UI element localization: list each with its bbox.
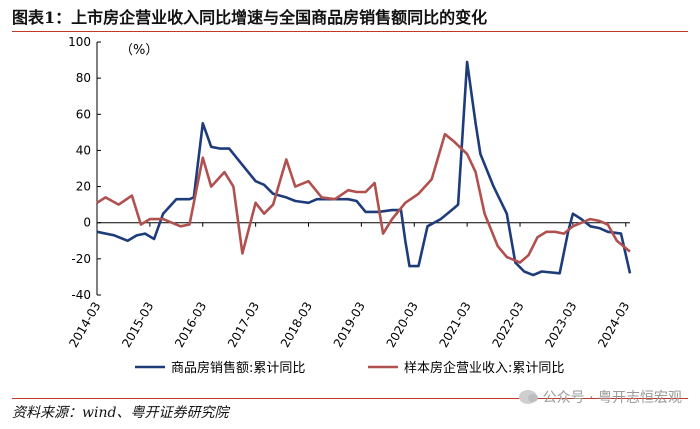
y-tick-label: 100 <box>68 35 91 49</box>
x-tick-label: 2021-03 <box>437 300 474 350</box>
y-tick-label: 20 <box>76 180 91 194</box>
series-line-1 <box>96 60 632 277</box>
chart-title: 图表1：上市房企营业收入同比增速与全国商品房销售额同比的变化 <box>12 8 488 27</box>
x-tick-label: 2017-03 <box>225 300 262 350</box>
chart-axes: -40 -20 0 20 40 60 80 100 2014-03 2015-03 2016-03 2… <box>66 35 632 350</box>
footer-rule <box>12 398 688 399</box>
y-tick-label: 60 <box>76 107 91 121</box>
x-tick-label: 2015-03 <box>119 300 156 350</box>
watermark-text: 公众号 · 粤开志恒宏观 <box>542 390 682 406</box>
series-lines <box>96 60 632 277</box>
y-tick-label: 0 <box>83 216 91 230</box>
x-tick-label: 2019-03 <box>331 300 368 350</box>
chart-legend: 商品房销售额:累计同比 样本房企营业收入:累计同比 <box>135 360 564 376</box>
legend-label-2: 样本房企营业收入:累计同比 <box>404 360 564 376</box>
source-note: 资料来源：wind、粤开证券研究院 <box>12 405 229 421</box>
x-tick-label: 2023-03 <box>542 300 579 350</box>
y-tick-label: 40 <box>76 143 91 157</box>
legend-label-1: 商品房销售额:累计同比 <box>171 360 305 376</box>
x-tick-label: 2022-03 <box>489 300 526 350</box>
line-chart: -40 -20 0 20 40 60 80 100 2014-03 2015-03 2016-03 2… <box>66 35 632 376</box>
title-rule <box>12 31 688 32</box>
x-tick-label: 2014-03 <box>66 300 103 350</box>
x-tick-label: 2016-03 <box>172 300 209 350</box>
x-tick-label: 2020-03 <box>384 300 421 350</box>
watermark: 公众号 · 粤开志恒宏观 <box>518 387 682 407</box>
wechat-icon <box>518 390 538 404</box>
y-tick-label: -20 <box>71 252 91 266</box>
y-tick-label: 80 <box>76 71 91 85</box>
x-tick-label: 2024-03 <box>595 300 632 350</box>
series-line-2 <box>96 132 631 264</box>
y-tick-label: -40 <box>71 288 91 302</box>
unit-label: （%） <box>120 43 158 58</box>
x-tick-label: 2018-03 <box>278 300 315 350</box>
